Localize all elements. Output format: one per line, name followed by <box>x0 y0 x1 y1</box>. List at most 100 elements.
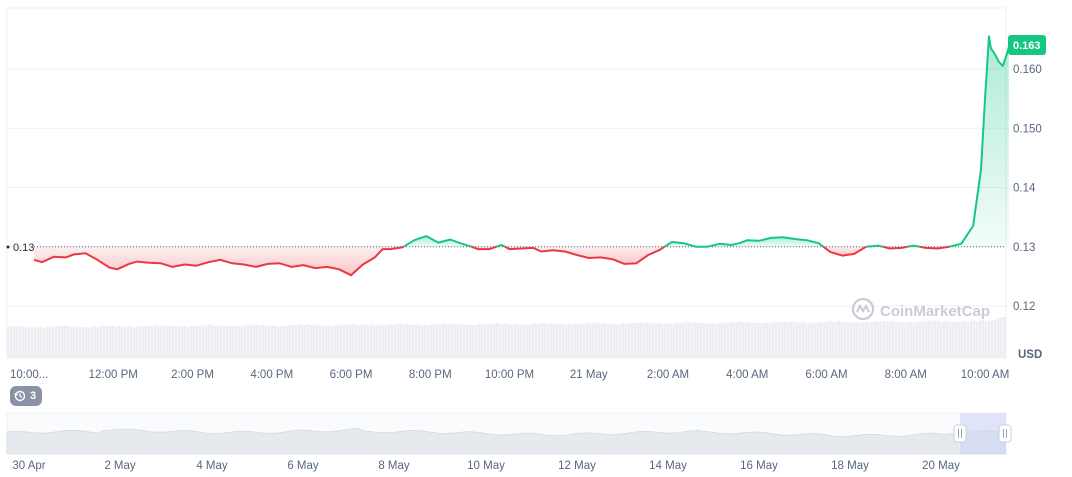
volume-bar <box>793 321 796 358</box>
navigator-x-tick-label: 12 May <box>558 460 596 472</box>
navigator-area <box>6 428 1007 455</box>
volume-bar <box>214 325 217 358</box>
down-line-segment <box>822 245 867 257</box>
volume-bar <box>82 326 85 358</box>
volume-bar <box>790 321 793 358</box>
volume-bar <box>643 323 646 358</box>
volume-bar <box>877 321 880 358</box>
volume-bar <box>610 323 613 358</box>
volume-bar <box>985 321 988 358</box>
volume-bar <box>742 322 745 358</box>
volume-bar <box>817 322 820 358</box>
volume-bar <box>868 322 871 358</box>
volume-bar <box>559 323 562 358</box>
volume-bar <box>196 326 199 358</box>
volume-bar <box>496 322 499 358</box>
volume-bar <box>250 325 253 358</box>
volume-bar <box>292 325 295 358</box>
volume-bar <box>994 320 997 358</box>
volume-bar <box>997 318 1000 358</box>
last-price-badge: 0.163 <box>1008 35 1046 55</box>
volume-bar <box>949 322 952 358</box>
volume-bar <box>640 322 643 358</box>
volume-bar <box>193 325 196 358</box>
volume-bar <box>460 323 463 358</box>
volume-bar <box>691 322 694 358</box>
volume-bar <box>958 322 961 358</box>
volume-bar <box>604 322 607 358</box>
volume-bar <box>634 323 637 358</box>
volume-bar <box>337 325 340 358</box>
volume-bar <box>895 322 898 358</box>
navigator-right-handle[interactable] <box>998 424 1012 443</box>
volume-bar <box>820 321 823 358</box>
volume-bar <box>685 321 688 358</box>
navigator-x-axis: 30 Apr 2 May 4 May 6 May 8 May 10 May 12 May 14… <box>12 460 960 472</box>
volume-bar <box>703 322 706 358</box>
navigator-selection[interactable] <box>960 413 1006 454</box>
volume-bar <box>514 323 517 358</box>
volume-bar <box>829 321 832 358</box>
volume-bar <box>580 323 583 358</box>
volume-bar <box>646 322 649 358</box>
volume-bar <box>127 326 130 358</box>
volume-bar <box>883 320 886 358</box>
volume-bar <box>163 325 166 358</box>
volume-bar <box>385 325 388 358</box>
x-axis: 10:00... 12:00 PM 2:00 PM 4:00 PM 6:00 PM 8:0… <box>10 369 1009 381</box>
volume-bar <box>823 322 826 358</box>
history-count: 3 <box>30 390 37 402</box>
volume-bar <box>802 322 805 358</box>
coinmarketcap-logo-icon <box>851 297 875 321</box>
volume-bar <box>766 322 769 358</box>
volume-bar <box>532 323 535 358</box>
volume-bar <box>415 324 418 358</box>
volume-bar <box>898 321 901 358</box>
volume-bar <box>34 327 37 358</box>
up-line-segment <box>907 244 920 248</box>
area-fills <box>34 36 1009 276</box>
volume-bar <box>676 322 679 358</box>
volume-bar <box>925 320 928 358</box>
volume-bar <box>13 326 16 358</box>
volume-bar <box>481 324 484 358</box>
volume-bar <box>526 324 529 358</box>
volume-bar <box>907 322 910 358</box>
volume-bar <box>205 325 208 358</box>
volume-bar <box>763 323 766 358</box>
volume-bar <box>181 326 184 358</box>
volume-bar <box>859 323 862 358</box>
volume-bar <box>268 326 271 358</box>
volume-bar <box>226 325 229 358</box>
volume-bar <box>484 324 487 358</box>
volume-bar <box>805 323 808 358</box>
volume-bar <box>313 325 316 358</box>
volume-bar <box>595 322 598 358</box>
volume-bar <box>919 321 922 358</box>
volume-bar <box>361 324 364 358</box>
volume-bar <box>433 323 436 358</box>
volume-bar <box>565 324 568 358</box>
volume-bar <box>352 323 355 358</box>
volume-bar <box>91 326 94 358</box>
volume-bar <box>601 323 604 358</box>
navigator[interactable] <box>6 412 1012 455</box>
volume-bar <box>748 321 751 358</box>
down-line-segment <box>504 245 666 265</box>
volume-bar <box>892 321 895 358</box>
x-tick-label: 4:00 AM <box>726 369 768 381</box>
volume-bar <box>451 323 454 358</box>
volume-bar <box>166 325 169 358</box>
volume-bar <box>412 325 415 358</box>
volume-bar <box>922 321 925 358</box>
down-area <box>823 246 867 256</box>
volume-bar <box>808 322 811 358</box>
volume-bar <box>871 321 874 358</box>
navigator-left-handle[interactable] <box>953 424 967 443</box>
volume-bar <box>457 324 460 358</box>
history-button[interactable]: 3 <box>10 386 43 406</box>
volume-bar <box>718 323 721 358</box>
volume-bar <box>904 322 907 358</box>
volume-bar <box>184 326 187 358</box>
